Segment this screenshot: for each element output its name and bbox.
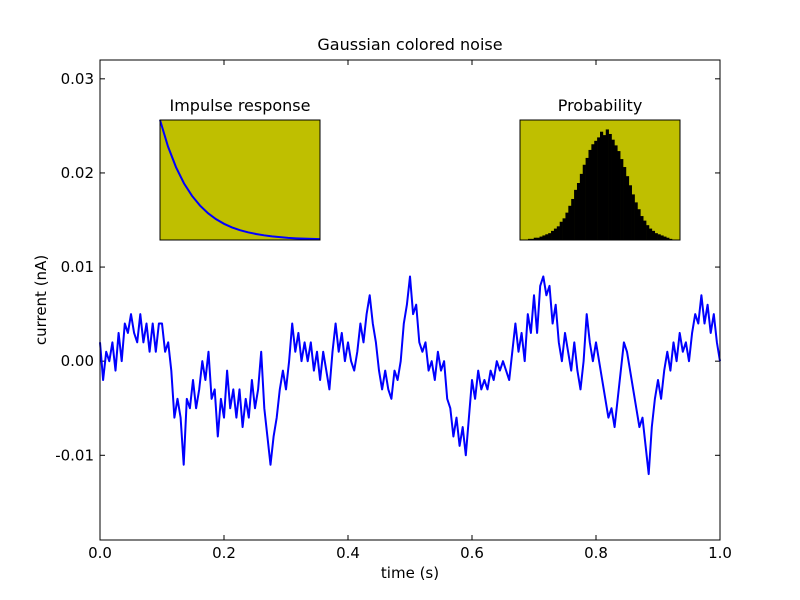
- probability-bar: [620, 159, 624, 240]
- probability-bar: [628, 185, 632, 240]
- probability-bar: [605, 129, 609, 240]
- x-tick-label: 0.2: [212, 544, 236, 562]
- probability-bar: [660, 235, 664, 240]
- probability-bar: [579, 173, 584, 240]
- y-tick-label: 0.00: [61, 352, 94, 370]
- noise-series-line: [99, 275, 721, 476]
- probability-bar: [536, 237, 540, 240]
- probability-bar: [528, 238, 532, 240]
- probability-bar: [539, 236, 543, 240]
- probability-bar: [657, 234, 661, 240]
- probability-bar: [614, 145, 618, 240]
- main-chart-title: Gaussian colored noise: [317, 35, 502, 54]
- y-tick-label: 0.02: [61, 164, 94, 182]
- probability-bar: [608, 133, 612, 240]
- inset-probability-title: Probability: [558, 96, 643, 115]
- probability-bar: [576, 183, 581, 240]
- probability-bar: [654, 233, 658, 240]
- probability-bar: [669, 238, 673, 240]
- x-tick-label: 0.0: [88, 544, 112, 562]
- probability-bar: [666, 237, 670, 240]
- inset-impulse-response-title: Impulse response: [170, 96, 311, 115]
- probability-bar: [600, 131, 604, 240]
- probability-bar: [588, 149, 592, 240]
- probability-bar: [611, 139, 615, 240]
- probability-bar: [551, 230, 555, 240]
- x-tick-label: 0.6: [460, 544, 484, 562]
- inset-probability: Probability: [519, 96, 681, 241]
- probability-bar: [545, 234, 549, 240]
- probability-bar: [640, 216, 644, 240]
- inset-impulse-response-frame: [159, 119, 321, 241]
- probability-bar: [646, 225, 650, 240]
- x-tick-label: 0.4: [336, 544, 360, 562]
- inset-impulse-response: Impulse response: [159, 96, 321, 241]
- inset-impulse-response-series-layer: [159, 119, 321, 241]
- inset-probability-bar-layer: [528, 129, 673, 240]
- probability-bar: [542, 235, 546, 240]
- probability-bar: [553, 228, 558, 240]
- probability-bar: [585, 157, 589, 240]
- inset-impulse-response-background: [160, 120, 320, 240]
- probability-bar: [651, 230, 656, 240]
- probability-bar: [548, 233, 552, 240]
- probability-bar: [594, 140, 598, 240]
- main-series-layer: [99, 275, 721, 476]
- probability-bar: [637, 209, 641, 240]
- probability-bar: [533, 237, 537, 240]
- probability-bar: [530, 238, 535, 240]
- probability-bar: [625, 176, 630, 240]
- y-tick-label: 0.03: [61, 70, 94, 88]
- probability-bar: [574, 189, 578, 240]
- probability-bar: [565, 212, 569, 240]
- probability-bar: [559, 221, 563, 240]
- probability-bar: [556, 226, 560, 240]
- probability-bar: [591, 144, 595, 240]
- main-tick-layer: 0.0 0.2 0.4 0.6 0.8 1.0 -0.01 0.00 0.01 0.02 0.03: [55, 60, 732, 562]
- x-axis-label: time (s): [381, 564, 439, 582]
- probability-bar: [562, 218, 566, 240]
- probability-bar: [623, 167, 627, 240]
- probability-bar: [568, 205, 572, 240]
- inset-probability-frame: [519, 119, 681, 241]
- y-tick-label: -0.01: [55, 446, 94, 464]
- probability-bar: [643, 220, 647, 240]
- probability-bar: [597, 137, 601, 240]
- y-tick-label: 0.01: [61, 258, 94, 276]
- x-tick-label: 0.8: [584, 544, 608, 562]
- y-axis-label: current (nA): [32, 255, 50, 345]
- probability-bar: [631, 194, 635, 240]
- x-tick-label: 1.0: [708, 544, 732, 562]
- probability-bar: [582, 164, 586, 240]
- probability-bar: [634, 202, 638, 240]
- impulse-response-curve: [159, 119, 321, 241]
- main-plot-frame: [99, 59, 721, 541]
- probability-bar: [571, 198, 575, 240]
- probability-bar: [648, 228, 653, 240]
- probability-bar: [602, 135, 607, 240]
- probability-bar: [663, 236, 667, 240]
- probability-bar: [617, 151, 621, 240]
